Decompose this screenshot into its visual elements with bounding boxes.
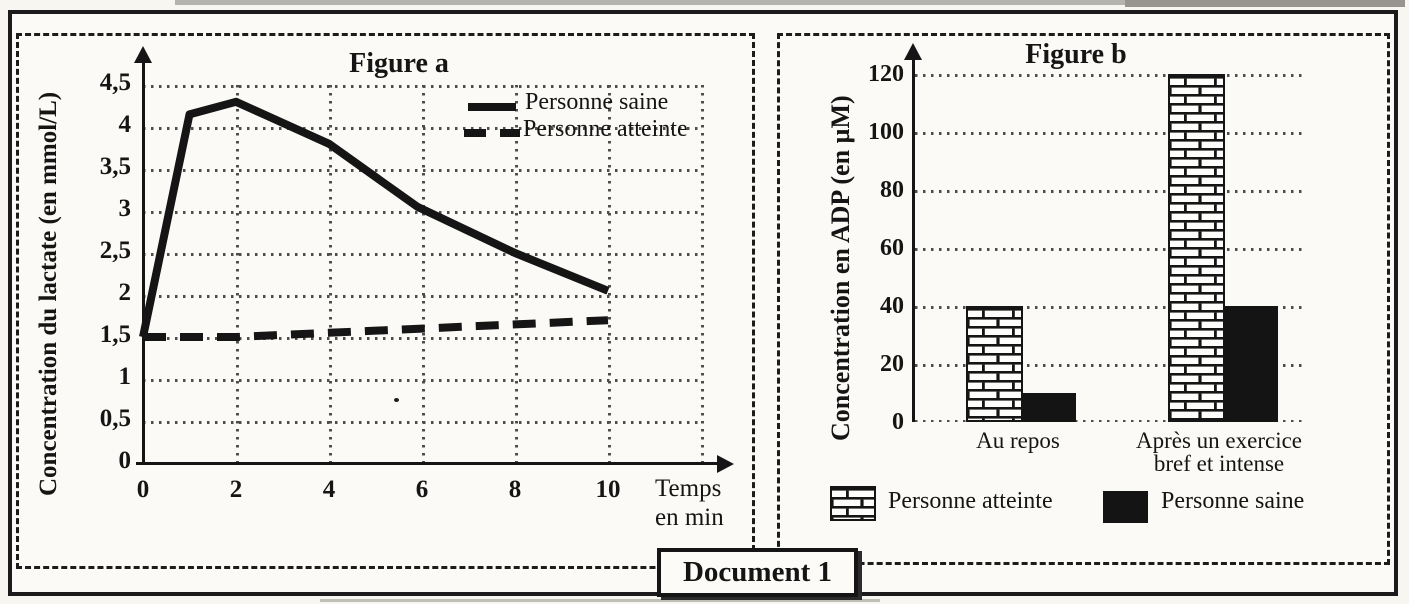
y-tick-0: 0 xyxy=(892,409,904,435)
bar-personne-saine-group1 xyxy=(1023,393,1076,422)
legend-label-personne-saine: Personne saine xyxy=(525,89,669,115)
x-tick-10: 10 xyxy=(595,476,621,503)
figure-a-title: Figure a xyxy=(349,48,449,79)
category-apres-exercice-line1: Après un exercice xyxy=(1135,428,1303,453)
y-tick-4,5: 4,5 xyxy=(99,69,131,96)
y-tick-4: 4 xyxy=(118,111,132,138)
gridline-h-20 xyxy=(915,364,1305,367)
y-axis-line xyxy=(141,62,145,463)
y-axis-arrow xyxy=(904,43,922,60)
gridline-v-12 xyxy=(701,85,704,463)
legend-black-swatch xyxy=(1103,491,1148,523)
x-tick-0: 0 xyxy=(136,476,150,503)
x-tick-8: 8 xyxy=(508,476,522,503)
y-tick-100: 100 xyxy=(868,119,904,145)
figure-b-title: Figure b xyxy=(1025,39,1127,70)
y-tick-120: 120 xyxy=(868,61,904,87)
x-tick-2: 2 xyxy=(229,476,243,503)
y-tick-1: 1 xyxy=(118,363,132,390)
x-axis-arrow xyxy=(717,454,734,473)
y-tick-3: 3 xyxy=(118,195,132,222)
stray-dot xyxy=(394,398,399,402)
x-tick-4: 4 xyxy=(322,476,336,503)
category-au-repos-line1: Au repos xyxy=(976,428,1060,453)
y-tick-2: 2 xyxy=(118,279,132,306)
gridline-v-4 xyxy=(329,85,332,463)
gridline-h-0 xyxy=(915,419,1305,422)
category-apres-exercice-line2: bref et intense xyxy=(1153,451,1285,476)
legend-solid-line-swatch xyxy=(468,103,516,111)
gridline-v-8 xyxy=(515,85,518,463)
legend-label-personne-saine: Personne saine xyxy=(1161,488,1305,514)
scan-smudge-top xyxy=(175,0,1125,5)
y-tick-0,5: 0,5 xyxy=(99,405,131,432)
document-label-box: Document 1 xyxy=(657,548,858,597)
legend-label-personne-atteinte: Personne atteinte xyxy=(523,116,688,142)
gridline-h-40 xyxy=(915,306,1305,309)
gridline-h-100 xyxy=(915,132,1305,135)
figure-a-panel: Figure a Concentration du lactate (en mm… xyxy=(16,33,755,569)
y-tick-0: 0 xyxy=(118,447,132,474)
category-label-apres-exercice: Après un exercice bref et intense xyxy=(1119,429,1319,475)
legend-label-personne-atteinte: Personne atteinte xyxy=(888,488,1053,514)
gridline-h-120 xyxy=(915,74,1305,77)
y-tick-20: 20 xyxy=(880,351,904,377)
x-tick-6: 6 xyxy=(415,476,429,503)
y-tick-2,5: 2,5 xyxy=(99,237,131,264)
gridline-v-2 xyxy=(236,85,239,463)
figure-a-x-axis-title: Temps en min xyxy=(655,474,724,532)
category-label-au-repos: Au repos xyxy=(928,429,1108,452)
bar-personne-atteinte-group2 xyxy=(1168,74,1225,422)
y-tick-40: 40 xyxy=(880,293,904,319)
x-axis-line xyxy=(136,461,718,465)
x-axis-title-line2: en min xyxy=(655,504,724,531)
y-axis-line xyxy=(911,58,915,422)
curve-personne-atteinte xyxy=(143,316,609,341)
scan-smudge-top-right xyxy=(1125,0,1405,7)
scan-smudge-bottom xyxy=(320,599,880,602)
gridline-h-80 xyxy=(915,190,1305,193)
legend-dashed-line-swatch xyxy=(464,129,520,137)
x-axis-title-line1: Temps xyxy=(655,475,722,502)
legend-brick-swatch xyxy=(830,486,876,521)
y-axis-arrow xyxy=(134,46,152,63)
y-tick-3,5: 3,5 xyxy=(99,153,131,180)
y-tick-1,5: 1,5 xyxy=(99,321,131,348)
y-tick-60: 60 xyxy=(880,235,904,261)
document-label: Document 1 xyxy=(682,556,832,588)
gridline-v-6 xyxy=(422,85,425,463)
bar-personne-atteinte-group1 xyxy=(966,306,1023,422)
gridline-h-60 xyxy=(915,248,1305,251)
bar-personne-saine-group2 xyxy=(1225,306,1278,422)
y-tick-80: 80 xyxy=(880,177,904,203)
